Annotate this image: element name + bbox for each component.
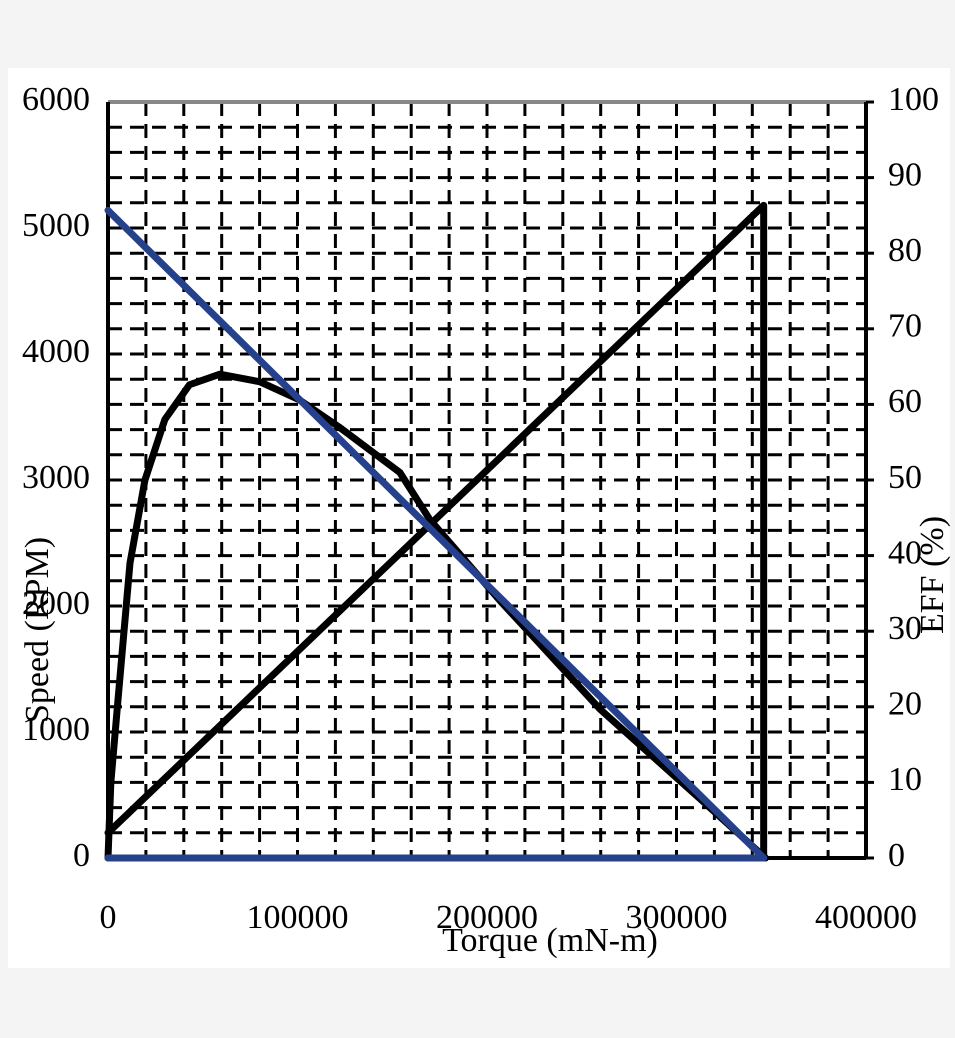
y2-tick-label: 90 [888,156,922,193]
y-axis-label: Speed (RPM) [19,537,56,723]
y-tick-label: 4000 [22,333,90,370]
x-tick-label: 400000 [815,899,917,936]
y2-tick-label: 100 [888,81,939,118]
y2-tick-label: 20 [888,686,922,723]
y2-tick-label: 60 [888,383,922,420]
x-tick-label: 200000 [436,899,538,936]
y2-tick-label: 50 [888,459,922,496]
y2-tick-label: 80 [888,232,922,269]
y-tick-label: 5000 [22,207,90,244]
series-line [104,370,770,862]
x-axis-label: Torque (mN-m) [442,922,658,959]
y2-tick-label: 10 [888,761,922,798]
y2-tick-label: 0 [888,837,905,874]
x-tick-label: 300000 [626,899,728,936]
y2-axis-label: EFF (%) [914,516,951,634]
y-tick-label: 0 [73,837,90,874]
series-line [104,201,768,862]
series-line [104,206,768,862]
y-tick-label: 2000 [22,585,90,622]
y-tick-label: 1000 [22,711,90,748]
y2-tick-label: 40 [888,534,922,571]
y-tick-label: 3000 [22,459,90,496]
x-tick-label: 100000 [247,899,349,936]
x-tick-label: 0 [100,899,117,936]
y-tick-label: 6000 [22,81,90,118]
y2-tick-label: 70 [888,308,922,345]
panel [8,68,950,968]
y2-tick-label: 30 [888,610,922,647]
